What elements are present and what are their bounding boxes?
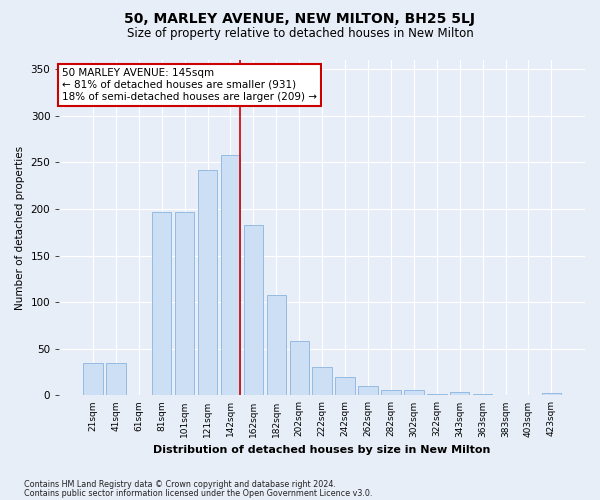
Bar — [427, 394, 446, 396]
Text: Contains HM Land Registry data © Crown copyright and database right 2024.: Contains HM Land Registry data © Crown c… — [24, 480, 336, 489]
Bar — [266, 295, 286, 396]
X-axis label: Distribution of detached houses by size in New Milton: Distribution of detached houses by size … — [154, 445, 491, 455]
Bar — [313, 368, 332, 396]
Bar — [290, 342, 309, 396]
Bar — [335, 377, 355, 396]
Y-axis label: Number of detached properties: Number of detached properties — [15, 146, 25, 310]
Bar — [450, 392, 469, 396]
Bar — [83, 363, 103, 396]
Bar — [358, 386, 378, 396]
Text: 50, MARLEY AVENUE, NEW MILTON, BH25 5LJ: 50, MARLEY AVENUE, NEW MILTON, BH25 5LJ — [125, 12, 476, 26]
Bar — [152, 212, 172, 396]
Bar — [473, 394, 493, 396]
Bar — [175, 212, 194, 396]
Bar — [381, 390, 401, 396]
Bar — [404, 390, 424, 396]
Bar — [198, 170, 217, 396]
Bar — [106, 363, 125, 396]
Bar — [221, 155, 240, 396]
Bar — [542, 392, 561, 396]
Text: Contains public sector information licensed under the Open Government Licence v3: Contains public sector information licen… — [24, 490, 373, 498]
Bar — [244, 225, 263, 396]
Text: Size of property relative to detached houses in New Milton: Size of property relative to detached ho… — [127, 28, 473, 40]
Text: 50 MARLEY AVENUE: 145sqm
← 81% of detached houses are smaller (931)
18% of semi-: 50 MARLEY AVENUE: 145sqm ← 81% of detach… — [62, 68, 317, 102]
